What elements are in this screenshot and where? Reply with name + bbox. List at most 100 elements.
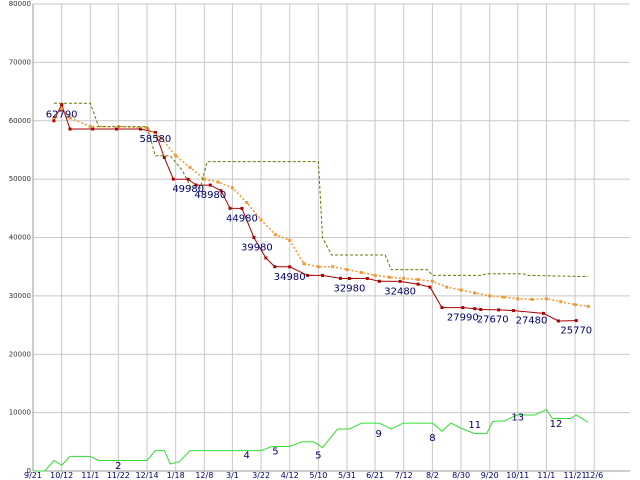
series-2-point <box>559 300 563 304</box>
x-tick-label: 8/30 <box>452 471 470 480</box>
price-label: 27480 <box>516 316 548 327</box>
price-label: 27990 <box>447 313 479 324</box>
y-tick-label: 0 <box>27 467 31 475</box>
series-2-point <box>586 304 590 308</box>
x-tick-label: 10/12 <box>50 471 73 480</box>
series-1-point <box>115 127 119 131</box>
series-1-point <box>171 177 175 181</box>
x-tick-label: 9/20 <box>481 471 499 480</box>
series-1-point <box>440 306 444 310</box>
series-1-point <box>228 206 232 210</box>
y-tick-label: 10000 <box>9 409 31 417</box>
x-tick-label: 3/1 <box>226 471 239 480</box>
count-label: 4 <box>244 450 250 461</box>
series-2-point <box>273 233 277 237</box>
series-2-point <box>473 291 477 295</box>
y-tick-label: 40000 <box>9 234 31 242</box>
series-2-point <box>216 180 220 184</box>
series-2-point <box>530 297 534 301</box>
y-tick-label: 20000 <box>9 350 31 358</box>
series-1-point <box>541 311 545 315</box>
y-tick-label: 70000 <box>9 58 31 66</box>
series-2-point <box>501 295 505 299</box>
series-1-point <box>416 282 420 286</box>
price-label: 44980 <box>226 213 258 224</box>
series-1-point <box>306 273 310 277</box>
series-2-point <box>245 200 249 204</box>
series-1-point <box>208 183 212 187</box>
series-2-point <box>359 271 363 275</box>
series-2-point <box>516 297 520 301</box>
series-1-point <box>162 156 166 160</box>
series-2-point <box>345 268 349 272</box>
series-1-point <box>479 307 483 311</box>
series-2-point <box>188 165 192 169</box>
series-line-1 <box>53 103 577 322</box>
series-1-point <box>338 276 342 280</box>
series-1-point <box>52 119 56 123</box>
series-lines <box>33 102 590 472</box>
series-2-point <box>459 288 463 292</box>
count-label: 13 <box>511 413 524 424</box>
x-tick-label: 7/12 <box>395 471 413 480</box>
series-2-point <box>416 278 420 282</box>
series-1-point <box>574 319 578 323</box>
series-2-point <box>402 276 406 280</box>
price-label: 27670 <box>477 314 509 325</box>
series-1-point <box>288 265 292 269</box>
series-1-point <box>186 177 190 181</box>
count-label: 8 <box>429 433 435 444</box>
price-label: 39980 <box>241 243 273 254</box>
series-1-point <box>347 276 351 280</box>
x-tick-label: 1/18 <box>167 471 185 480</box>
series-1-point <box>398 279 402 283</box>
series-1-point <box>153 130 157 134</box>
x-tick-label: 12/14 <box>135 471 158 480</box>
series-2-point <box>331 265 335 269</box>
x-tick-label: 5/10 <box>309 471 327 480</box>
x-tick-label: 8/2 <box>426 471 439 480</box>
price-label: 58580 <box>139 134 171 145</box>
x-tick-labels: 9/21 10/12 11/1 11/22 12/14 1/18 12/8 3/1 3/22 4/… <box>24 471 603 480</box>
series-2-point <box>60 107 64 111</box>
price-label: 32480 <box>384 286 416 297</box>
series-2-point <box>373 273 377 277</box>
series-2-point <box>544 297 548 301</box>
series-1-point <box>91 127 95 131</box>
series-1-point <box>273 265 277 269</box>
series-line-3 <box>53 102 589 278</box>
y-tick-label: 60000 <box>9 117 31 125</box>
x-tick-label: 3/22 <box>252 471 270 480</box>
x-tick-label: 11/22 <box>107 471 130 480</box>
count-label: 12 <box>550 419 563 430</box>
count-label: 2 <box>115 461 121 472</box>
series-2-point <box>230 186 234 190</box>
series-1-point <box>60 102 64 106</box>
series-1-point <box>240 206 244 210</box>
series-2-point <box>68 116 72 120</box>
series-2-point <box>52 116 56 120</box>
series-1-point <box>497 308 501 312</box>
series-1-point <box>252 236 256 239</box>
series-1-point <box>68 127 72 131</box>
series-2-point <box>88 125 92 129</box>
series-1-point <box>365 276 369 280</box>
axes <box>32 4 630 472</box>
x-tick-label: 11/1 <box>537 471 555 480</box>
series-1-point <box>138 127 142 131</box>
series-1-point <box>461 306 465 310</box>
x-tick-label: 12/8 <box>195 471 213 480</box>
price-label: 49980 <box>172 184 204 195</box>
series-2-point <box>445 285 449 289</box>
series-2-point <box>302 262 306 266</box>
price-label: 34980 <box>274 272 306 283</box>
series-line-4 <box>33 409 589 472</box>
series-2-point <box>387 275 391 279</box>
price-label: 62790 <box>46 109 78 120</box>
series-1-point <box>219 189 223 193</box>
series-2-point <box>202 177 206 181</box>
series-2-point <box>430 279 434 283</box>
series-2-point <box>316 265 320 269</box>
series-1-point <box>377 279 381 283</box>
